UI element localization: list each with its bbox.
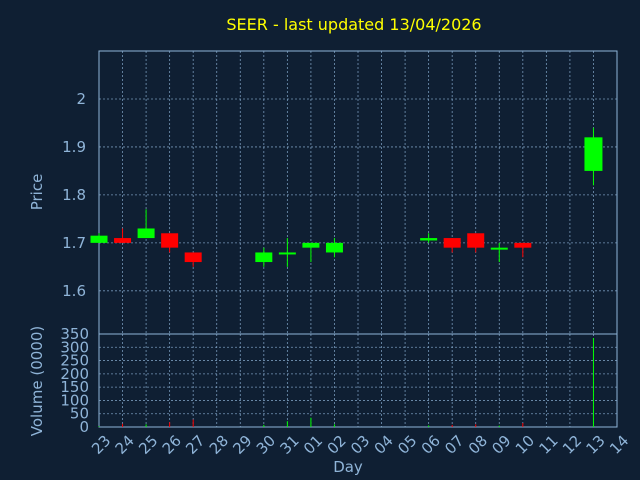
x-tick-label: 29 xyxy=(229,432,255,458)
x-tick-label: 30 xyxy=(253,432,279,458)
price-tick-label: 1.6 xyxy=(62,282,86,300)
candle-body xyxy=(302,242,320,248)
candle-body xyxy=(467,233,485,248)
candle-body xyxy=(490,247,508,250)
x-tick-label: 28 xyxy=(206,432,232,458)
x-tick-label: 11 xyxy=(535,432,561,458)
volume-tick-label: 200 xyxy=(60,365,89,383)
x-tick-label: 12 xyxy=(559,432,585,458)
candle-body xyxy=(161,233,179,248)
candle-body xyxy=(114,238,132,243)
candle-body xyxy=(278,252,296,255)
x-tick-label: 09 xyxy=(488,432,514,458)
x-tick-label: 02 xyxy=(324,432,350,458)
x-tick-label: 13 xyxy=(583,432,609,458)
volume-tick-label: 350 xyxy=(60,325,89,343)
x-tick-label: 06 xyxy=(418,432,444,458)
x-tick-label: 26 xyxy=(159,432,185,458)
chart-title: SEER - last updated 13/04/2026 xyxy=(226,15,481,34)
x-tick-label: 04 xyxy=(371,432,397,458)
x-tick-label: 05 xyxy=(394,432,420,458)
volume-tick-label: 100 xyxy=(60,391,89,409)
candle-body xyxy=(137,228,155,239)
price-tick-label: 1.9 xyxy=(62,138,86,156)
x-tick-label: 14 xyxy=(606,432,632,458)
x-tick-label: 07 xyxy=(441,432,467,458)
x-tick-label: 25 xyxy=(135,432,161,458)
candle-body xyxy=(420,238,438,241)
x-tick-label: 24 xyxy=(112,432,138,458)
volume-tick-label: 250 xyxy=(60,352,89,370)
candle-body xyxy=(443,238,461,248)
x-axis-label: Day xyxy=(333,458,363,476)
candle-body xyxy=(184,252,202,263)
x-tick-label: 08 xyxy=(465,432,491,458)
candle-body xyxy=(514,242,532,248)
volume-tick-label: 300 xyxy=(60,338,89,356)
candle-body xyxy=(90,235,108,243)
x-tick-label: 03 xyxy=(347,432,373,458)
candle-body xyxy=(325,242,343,253)
x-tick-label: 01 xyxy=(300,432,326,458)
volume-tick-label: 150 xyxy=(60,378,89,396)
volume-tick-label: 0 xyxy=(79,418,89,436)
volume-panel-frame xyxy=(98,333,618,428)
y-axis-label: Price xyxy=(28,174,46,211)
candle-body xyxy=(584,137,603,171)
volume-axis-label: Volume (0000) xyxy=(28,326,46,436)
volume-tick-label: 50 xyxy=(70,405,89,423)
x-tick-label: 23 xyxy=(88,432,114,458)
candle-body xyxy=(255,252,273,263)
x-tick-label: 10 xyxy=(512,432,538,458)
x-tick-label: 27 xyxy=(182,432,208,458)
price-tick-label: 1.8 xyxy=(62,186,86,204)
x-tick-label: 31 xyxy=(276,432,302,458)
price-tick-label: 2 xyxy=(76,90,86,108)
price-tick-label: 1.7 xyxy=(62,234,86,252)
